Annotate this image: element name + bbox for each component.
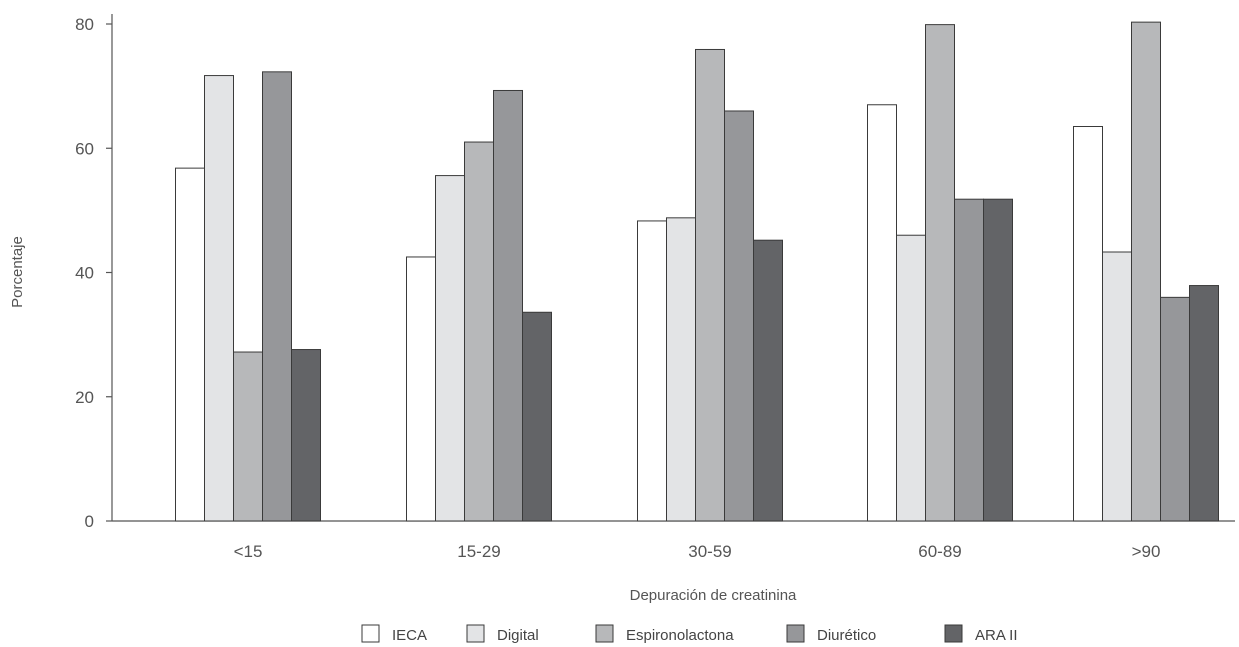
y-axis: 0 20 40 60 80 bbox=[75, 14, 113, 531]
bar bbox=[204, 75, 234, 522]
bar bbox=[753, 239, 783, 522]
y-tick-label: 20 bbox=[75, 388, 94, 407]
bar bbox=[406, 256, 436, 522]
legend-swatch bbox=[786, 624, 805, 643]
bar bbox=[666, 217, 696, 522]
legend-item: IECA bbox=[361, 624, 427, 644]
bar bbox=[522, 311, 552, 522]
y-tick-label: 40 bbox=[75, 264, 94, 283]
y-tick-label: 60 bbox=[75, 139, 94, 158]
legend-swatch bbox=[944, 624, 963, 643]
bar-group: 60-89 bbox=[867, 24, 1013, 561]
legend-label: ARA II bbox=[975, 627, 1018, 644]
x-tick-label: >90 bbox=[1132, 542, 1161, 561]
x-tick-label: 60-89 bbox=[918, 542, 961, 561]
bar bbox=[867, 104, 897, 522]
x-tick-label: 30-59 bbox=[688, 542, 731, 561]
bar bbox=[175, 167, 205, 522]
bar bbox=[954, 198, 984, 522]
y-axis-label: Porcentaje bbox=[9, 236, 26, 308]
x-tick-label: <15 bbox=[234, 542, 263, 561]
bar bbox=[1131, 21, 1161, 522]
bar bbox=[435, 175, 465, 522]
x-tick-label: 15-29 bbox=[457, 542, 500, 561]
legend-swatch bbox=[595, 624, 614, 643]
bar bbox=[695, 48, 725, 522]
bar bbox=[724, 110, 754, 522]
bar-group: <15 bbox=[175, 71, 321, 561]
bar bbox=[233, 351, 263, 522]
bar bbox=[896, 234, 926, 522]
bar bbox=[637, 220, 667, 522]
bar bbox=[1160, 296, 1190, 522]
x-axis-label: Depuración de creatinina bbox=[630, 587, 797, 604]
bar bbox=[493, 89, 523, 522]
legend-item: ARA II bbox=[944, 624, 1018, 644]
bar bbox=[291, 349, 321, 522]
legend-item: Espironolactona bbox=[595, 624, 734, 644]
bars: <15 15-29 30-59 60-89 >90 bbox=[175, 21, 1219, 561]
bar bbox=[464, 141, 494, 522]
bar bbox=[1102, 251, 1132, 522]
legend-swatch bbox=[361, 624, 380, 643]
bar bbox=[1073, 126, 1103, 522]
legend-label: Espironolactona bbox=[626, 627, 734, 644]
bar bbox=[1189, 285, 1219, 522]
bar bbox=[925, 24, 955, 522]
legend-label: Digital bbox=[497, 627, 539, 644]
legend-swatch bbox=[466, 624, 485, 643]
y-tick-label: 0 bbox=[85, 512, 94, 531]
legend-item: Diurético bbox=[786, 624, 876, 644]
bar-group: >90 bbox=[1073, 21, 1219, 561]
legend: IECA Digital Espironolactona Diurético ARA I… bbox=[361, 624, 1018, 644]
legend-item: Digital bbox=[466, 624, 539, 644]
bar-group: 30-59 bbox=[637, 48, 783, 561]
bar bbox=[262, 71, 292, 522]
legend-label: Diurético bbox=[817, 627, 876, 644]
legend-label: IECA bbox=[392, 627, 427, 644]
bar bbox=[983, 198, 1013, 522]
y-tick-label: 80 bbox=[75, 15, 94, 34]
bar-group: 15-29 bbox=[406, 89, 552, 561]
